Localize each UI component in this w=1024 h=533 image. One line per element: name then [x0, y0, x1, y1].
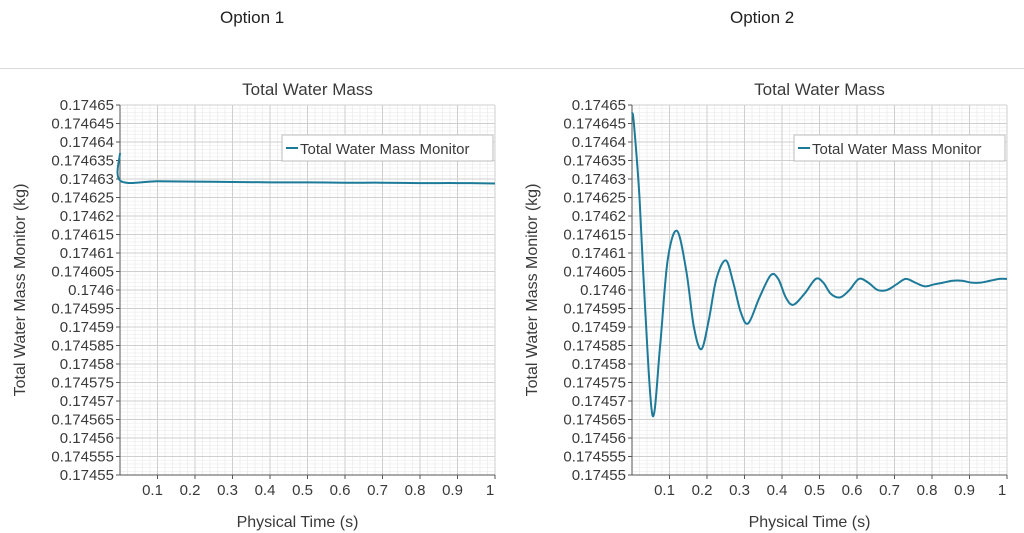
legend-box [281, 134, 494, 162]
y-tick-label: 0.17465 [60, 97, 114, 114]
x-tick-label: 0.1 [654, 482, 675, 499]
major-grid [631, 104, 1008, 476]
y-tick-label: 0.17459 [572, 319, 626, 336]
y-tick-label: 0.17458 [572, 356, 626, 373]
x-tick-label: 0.5 [804, 482, 825, 499]
y-tick-label: 0.174575 [51, 375, 114, 392]
x-tick-label: 0.1 [142, 482, 163, 499]
y-tick-label: 0.17459 [60, 319, 114, 336]
y-tick-label: 0.174625 [563, 190, 626, 207]
y-tick-label: 0.17457 [572, 393, 626, 410]
y-tick-label: 0.174635 [563, 153, 626, 170]
y-tick-label: 0.17461 [60, 245, 114, 262]
y-tick-label: 0.17461 [572, 245, 626, 262]
y-tick-label: 0.174615 [51, 227, 114, 244]
legend-label: Total Water Mass Monitor [300, 141, 470, 158]
legend: Total Water Mass Monitor [793, 134, 1006, 162]
x-tick-label: 0.2 [692, 482, 713, 499]
x-tick-label: 0.9 [442, 482, 463, 499]
chart-title: Total Water Mass [242, 80, 373, 99]
legend-label: Total Water Mass Monitor [812, 141, 982, 158]
x-tick-label: 0.7 [367, 482, 388, 499]
series-line [631, 111, 1008, 418]
y-tick-label: 0.174635 [51, 153, 114, 170]
y-tick-label: 0.17462 [60, 208, 114, 225]
y-tick-label: 0.174595 [51, 301, 114, 318]
y-axis-label: Total Water Mass Monitor (kg) [524, 184, 541, 397]
y-tick-label: 0.17457 [60, 393, 114, 410]
y-tick-label: 0.17456 [60, 430, 114, 447]
y-tick-label: 0.17463 [572, 171, 626, 188]
y-tick-label: 0.174555 [51, 449, 114, 466]
y-tick-label: 0.174645 [51, 116, 114, 133]
x-tick-label: 0.3 [729, 482, 750, 499]
y-tick-label: 0.17458 [60, 356, 114, 373]
x-tick-label: 0.8 [405, 482, 426, 499]
y-tick-label: 0.17456 [572, 430, 626, 447]
x-tick-label: 0.3 [217, 482, 238, 499]
x-tick-label: 1 [998, 482, 1006, 499]
option-2-label: Option 2 [730, 8, 795, 27]
y-tick-label: 0.17463 [60, 171, 114, 188]
y-tick-label: 0.174595 [563, 301, 626, 318]
y-tick-label: 0.174555 [563, 449, 626, 466]
x-axis-label: Physical Time (s) [749, 514, 871, 531]
y-tick-label: 0.174645 [563, 116, 626, 133]
y-tick-label: 0.17462 [572, 208, 626, 225]
y-tick-label: 0.17455 [572, 467, 626, 484]
y-tick-label: 0.174605 [51, 264, 114, 281]
y-tick-label: 0.17464 [60, 134, 114, 151]
x-tick-label: 0.6 [330, 482, 351, 499]
series-line [116, 153, 496, 185]
x-tick-label: 1 [486, 482, 494, 499]
x-axis-label: Physical Time (s) [237, 514, 359, 531]
chart-title: Total Water Mass [754, 80, 885, 99]
y-tick-label: 0.174565 [563, 412, 626, 429]
legend-box [793, 134, 1006, 162]
x-tick-label: 0.5 [292, 482, 313, 499]
option-1-label: Option 1 [220, 8, 285, 27]
y-tick-label: 0.174625 [51, 190, 114, 207]
y-tick-label: 0.17464 [572, 134, 626, 151]
y-tick-label: 0.174585 [51, 338, 114, 355]
x-tick-label: 0.7 [879, 482, 900, 499]
y-tick-label: 0.174605 [563, 264, 626, 281]
x-tick-label: 0.9 [954, 482, 975, 499]
x-tick-label: 0.4 [255, 482, 276, 499]
y-tick-label: 0.17455 [60, 467, 114, 484]
x-tick-label: 0.6 [842, 482, 863, 499]
y-tick-label: 0.174565 [51, 412, 114, 429]
y-tick-label: 0.1746 [68, 282, 114, 299]
x-tick-label: 0.2 [180, 482, 201, 499]
y-tick-label: 0.174585 [563, 338, 626, 355]
y-tick-label: 0.1746 [580, 282, 626, 299]
y-tick-label: 0.174615 [563, 227, 626, 244]
x-tick-label: 0.4 [767, 482, 788, 499]
y-tick-label: 0.17465 [572, 97, 626, 114]
legend: Total Water Mass Monitor [281, 134, 494, 162]
y-tick-label: 0.174575 [563, 375, 626, 392]
section-divider [0, 68, 1024, 69]
y-axis-label: Total Water Mass Monitor (kg) [12, 184, 29, 397]
x-tick-label: 0.8 [917, 482, 938, 499]
